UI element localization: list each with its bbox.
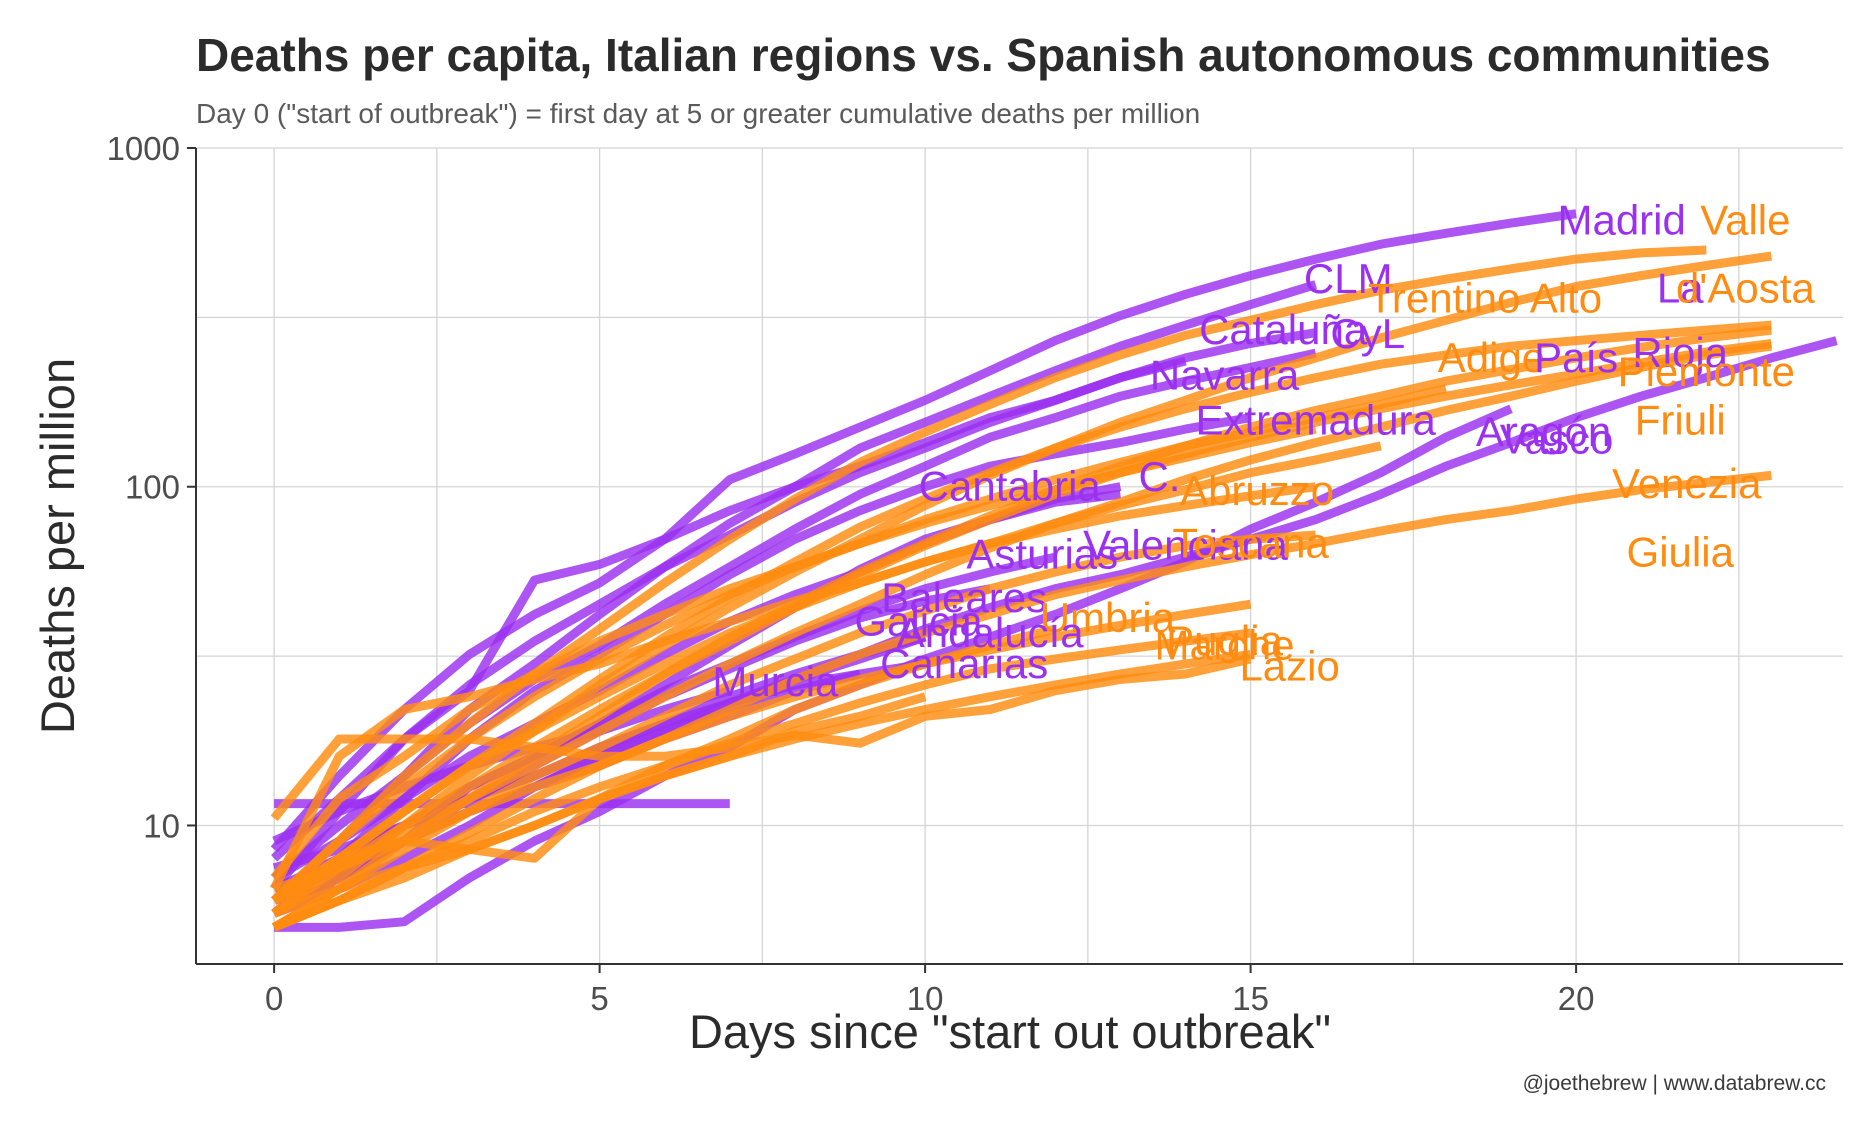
series-line-spain: [271, 413, 1252, 917]
y-tick-label: 10: [143, 807, 180, 844]
series-label: Marche: [1155, 621, 1295, 668]
series-label: d'Aosta: [1676, 264, 1815, 311]
series-label: Canarias: [880, 640, 1048, 687]
series-label: Abruzzo: [1180, 467, 1334, 514]
x-tick-label: 5: [590, 980, 608, 1017]
series-lines: [270, 209, 1838, 932]
series-line-spain: [271, 356, 1187, 862]
series-label: Venezia: [1612, 460, 1762, 507]
series-label: Aragón: [1476, 408, 1611, 455]
chart-subtitle: Day 0 ("start of outbreak") = first day …: [196, 98, 1201, 129]
series-label: Cantabria: [919, 463, 1102, 510]
series-line-italy: [272, 624, 1057, 932]
series-label: La: [1657, 264, 1704, 311]
series-label: CyL: [1330, 310, 1405, 357]
y-tick-label: 1000: [107, 130, 180, 167]
series-label: Asturias: [966, 531, 1118, 578]
series-label: Vasco: [1500, 415, 1614, 462]
series-label: Madrid: [1557, 197, 1685, 244]
series-label: Trentino Alto: [1368, 274, 1602, 321]
x-tick-label: 10: [907, 980, 944, 1017]
series-line-italy: [271, 320, 1772, 905]
series-label: Puglia: [1166, 617, 1283, 664]
axes: 0 5 10 15 20 10 100 1000: [107, 130, 1843, 1017]
x-tick-label: 20: [1558, 980, 1595, 1017]
series-label: Rioja: [1632, 329, 1728, 376]
series-label: Valenciana: [1083, 522, 1288, 569]
x-tick-label: 0: [265, 980, 283, 1017]
series-label: Valle: [1700, 197, 1790, 244]
series-label: Adige: [1438, 334, 1545, 381]
series-label: Toscana: [1172, 519, 1329, 566]
series-label: Andalucía: [897, 609, 1084, 656]
series-label: Extremadura: [1195, 396, 1436, 443]
series-line-italy: [272, 470, 1772, 932]
series-label: Piemonte: [1618, 348, 1795, 395]
series-line-italy: [271, 338, 1772, 918]
chart-title: Deaths per capita, Italian regions vs. S…: [196, 29, 1771, 81]
series-label: C.: [1138, 453, 1180, 500]
y-axis-label: Deaths per million: [31, 358, 84, 734]
series-label: Lazio: [1239, 642, 1339, 689]
series-label: Friuli: [1635, 396, 1726, 443]
series-line-italy: [272, 599, 1252, 894]
series-label: Galicia: [854, 598, 983, 645]
series-line-italy: [271, 482, 1317, 917]
chart-caption: @joethebrew | www.databrew.cc: [1522, 1072, 1826, 1095]
series-label: Navarra: [1150, 352, 1300, 399]
series-label: Giulia: [1627, 528, 1735, 575]
series-label: CLM: [1304, 255, 1393, 302]
x-tick-label: 15: [1232, 980, 1269, 1017]
series-label: Cataluña: [1199, 306, 1368, 353]
x-axis-label: Days since "start out outbreak": [689, 1005, 1331, 1058]
series-label: Murcia: [712, 658, 839, 705]
series-label: Umbria: [1040, 594, 1176, 641]
series-label: País: [1534, 334, 1618, 381]
series-label: Baleares: [881, 574, 1047, 621]
y-tick-label: 100: [125, 469, 180, 506]
series-line-spain: [270, 209, 1577, 853]
